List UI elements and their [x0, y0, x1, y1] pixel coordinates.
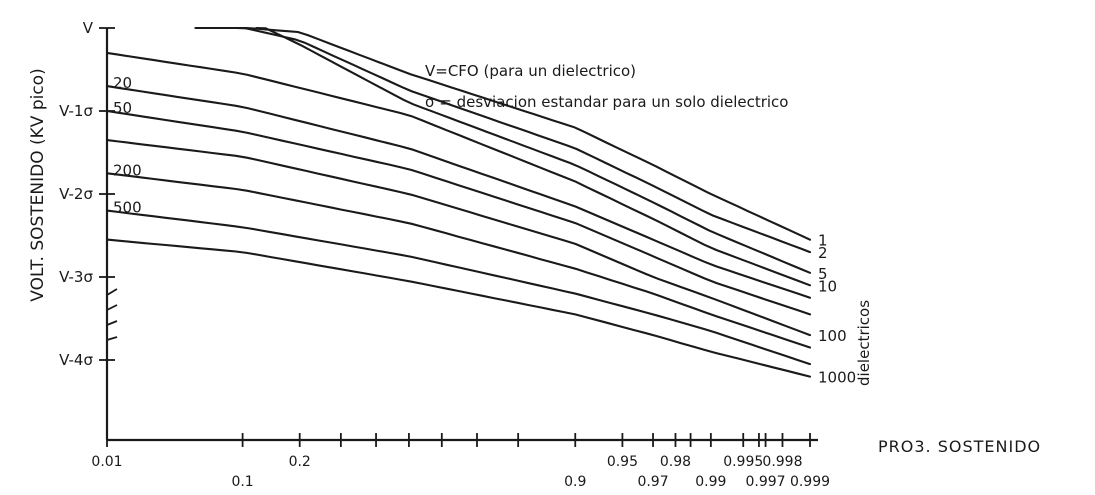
curve-label-500: 500	[113, 199, 142, 217]
curve-10	[105, 51, 812, 287]
x-tick-label: 0.999	[790, 474, 830, 490]
series-curves	[105, 26, 812, 378]
y-tick-label: V-3σ	[59, 268, 93, 286]
y-tick-label: V-1σ	[59, 102, 93, 120]
curve-1	[194, 26, 812, 241]
y-axis-minor-ticks	[106, 288, 118, 341]
series-group-label: dielectricos	[855, 300, 873, 386]
curve-label-100: 100	[818, 327, 847, 345]
y-axis-ticks: V V-1σ V-2σ V-3σ V-4σ	[59, 19, 115, 369]
x-tick-label: 0.9	[564, 474, 586, 490]
y-tick-label: V-4σ	[59, 351, 93, 369]
x-tick-label: 0.998	[762, 454, 802, 470]
curve-200	[105, 172, 812, 349]
curve-label-200: 200	[113, 161, 142, 179]
curve-label-1: 1	[818, 232, 828, 250]
x-axis-title: PRO3. SOSTENIDO	[878, 437, 1041, 456]
curve-50	[105, 109, 812, 316]
curve-label-1000: 1000	[818, 369, 856, 387]
curve-label-50: 50	[113, 99, 132, 117]
y-tick-label: V-2σ	[59, 185, 93, 203]
x-tick-label: 0.01	[91, 454, 122, 470]
curve-label-20: 20	[113, 74, 132, 92]
x-tick-label: 0.98	[660, 454, 691, 470]
curve-1000	[105, 238, 812, 378]
x-tick-label: 0.995	[723, 454, 763, 470]
x-axis-ticks: 0.01 0.2 0.95 0.98 0.995 0.998 0.1 0.9 0.97 0.99 0…	[91, 433, 830, 490]
x-tick-label: 0.2	[289, 454, 311, 470]
curve-label-5: 5	[818, 265, 828, 283]
x-tick-label: 0.1	[231, 474, 253, 490]
curve-5	[255, 26, 812, 274]
curve-labels: 20 50 200 500 12 510 100 1000	[113, 74, 856, 387]
curve-2	[225, 26, 812, 254]
x-tick-label: 0.95	[607, 454, 638, 470]
y-tick-label: V	[83, 19, 94, 37]
y-axis-title: VOLT. SOSTENIDO (KV pico)	[28, 68, 48, 301]
x-tick-label: 0.997	[746, 474, 786, 490]
annotation-cfo: V=CFO (para un dielectrico)	[425, 62, 636, 80]
curve-label-10: 10	[818, 277, 837, 295]
curve-100	[105, 139, 812, 337]
x-tick-label: 0.97	[637, 474, 668, 490]
x-tick-label: 0.99	[695, 474, 726, 490]
curve-500	[105, 209, 812, 366]
curve-20	[105, 85, 812, 299]
annotation-sigma: σ = desviacion estandar para un solo die…	[425, 93, 788, 111]
curve-label-2: 2	[818, 244, 828, 262]
